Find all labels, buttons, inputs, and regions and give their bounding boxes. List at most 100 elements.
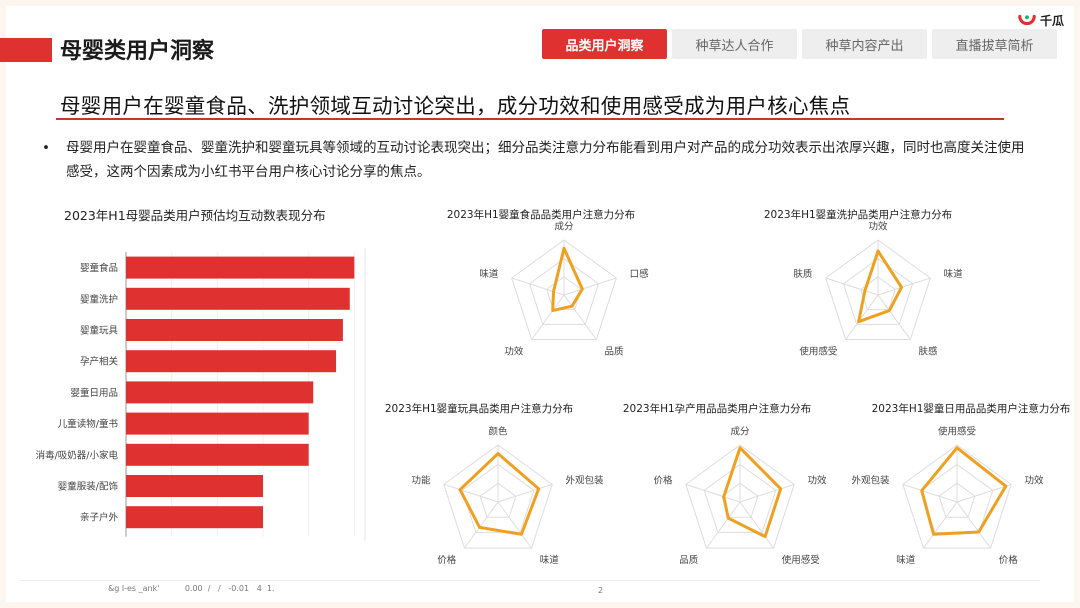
radar-spoke <box>563 294 597 340</box>
radar-chart-title: 2023年H1婴童玩具品类用户注意力分布 <box>385 402 573 415</box>
tab-live-stream-analysis[interactable]: 直播拔草简析 <box>932 29 1057 59</box>
bar-category-label: 亲子户外 <box>80 512 119 524</box>
radar-axis-label: 味道 <box>479 268 499 280</box>
bar-category-label: 婴童服装/配饰 <box>58 481 118 493</box>
radar-gridline <box>825 239 931 340</box>
tab-category-user-insight[interactable]: 品类用户洞察 <box>542 29 667 59</box>
radar-gridline <box>461 463 535 533</box>
radar-gridline <box>842 258 914 325</box>
bar-category-label: 婴童日用品 <box>70 387 118 399</box>
radar-axis-label: 成分 <box>554 221 574 233</box>
bar <box>126 443 309 466</box>
radar-spoke <box>685 483 741 503</box>
radar-series <box>722 446 783 539</box>
bar-chart: 婴童食品婴童洗护婴童玩具孕产相关婴童日用品儿童读物/童书消毒/吸奶器/小家电婴童… <box>36 248 366 541</box>
radar-axis-label: 肤质 <box>793 268 813 280</box>
radar-spoke <box>464 501 499 549</box>
radar-gridline <box>938 482 976 518</box>
bar-category-label: 婴童玩具 <box>80 325 119 337</box>
logo-text: 千瓜 <box>1039 13 1064 28</box>
radar-axis-label: 口感 <box>630 268 650 280</box>
radar-axis-label: 功效 <box>808 475 828 487</box>
radar-spoke <box>739 501 774 549</box>
radar-series <box>857 249 904 324</box>
radar-axis-label: 外观包装 <box>851 475 890 487</box>
bar-category-label: 消毒/吸奶器/小家电 <box>36 449 119 461</box>
radar-axis-label: 功效 <box>868 221 888 233</box>
tab-influencer-cooperation[interactable]: 种草达人合作 <box>672 29 797 59</box>
footer-source-text: &g l-es _ank' 0.00 / / -0.01 4 1. <box>108 584 275 593</box>
radar-chart-title: 2023年H1婴童食品品类用户注意力分布 <box>447 208 635 221</box>
radar-axis-label: 功效 <box>504 345 524 357</box>
summary-text: 母婴用户在婴童食品、婴童洗护和婴童玩具等领域的互动讨论表现突出；细分品类注意力分… <box>66 140 1025 180</box>
radar-axis-label: 肤感 <box>919 345 939 357</box>
page-number: 2 <box>598 586 604 595</box>
radar-gridline <box>528 258 600 325</box>
qiangua-logo-icon <box>1018 14 1036 26</box>
radar-spoke <box>706 501 741 549</box>
bar-category-label: 婴童洗护 <box>80 293 118 305</box>
bar <box>126 381 314 404</box>
radar-spoke <box>511 277 565 296</box>
radar-gridline <box>685 444 795 549</box>
radar-spoke <box>531 294 565 340</box>
radar-gridline <box>546 276 582 311</box>
radar-gridline <box>860 276 896 311</box>
radar-chart-title: 2023年H1婴童日用品品类用户注意力分布 <box>872 402 1071 415</box>
bar <box>126 475 263 497</box>
bar <box>126 506 263 529</box>
bar <box>126 256 355 279</box>
radar-spoke <box>563 277 617 296</box>
bar-chart-title: 2023年H1母婴品类用户预估均互动数表现分布 <box>64 208 326 223</box>
radar-axis-label: 使用感受 <box>799 345 837 357</box>
radar-spoke <box>497 483 553 503</box>
radar-gridline <box>443 444 553 549</box>
summary-bullet: • 母婴用户在婴童食品、婴童洗护和婴童玩具等领域的互动讨论表现突出；细分品类注意… <box>42 136 1032 184</box>
radar-spoke <box>902 483 958 503</box>
radar-chart-title: 2023年H1婴童洗护品类用户注意力分布 <box>764 208 952 221</box>
page-title: 母婴类用户洞察 <box>60 39 215 64</box>
section-tabs: 品类用户洞察 种草达人合作 种草内容产出 直播拔草简析 <box>542 29 1057 59</box>
radar-spoke <box>845 294 879 340</box>
radar-spoke <box>877 277 931 296</box>
bar-category-label: 儿童读物/童书 <box>58 418 119 430</box>
radar-spoke <box>923 501 958 549</box>
radar-charts: 2023年H1婴童食品品类用户注意力分布成分口感品质功效味道2023年H1婴童洗… <box>385 208 1071 566</box>
radar-spoke <box>956 501 991 549</box>
radar-axis-label: 品质 <box>605 345 625 357</box>
bullet-marker: • <box>42 140 50 156</box>
radar-gridline <box>902 444 1012 549</box>
radar-axis-label: 品质 <box>679 554 699 566</box>
radar-spoke <box>956 483 1012 503</box>
title-accent-bar <box>0 38 52 62</box>
radar-axis-label: 功效 <box>1025 475 1045 487</box>
radar-series <box>551 246 584 313</box>
bar <box>126 412 309 435</box>
bar-category-label: 婴童食品 <box>80 262 118 274</box>
radar-spoke <box>739 483 795 503</box>
radar-axis-label: 味道 <box>944 268 964 280</box>
radar-axis-label: 价格 <box>437 554 457 566</box>
radar-axis-label: 味道 <box>540 554 560 566</box>
radar-axis-label: 成分 <box>730 426 750 438</box>
bar <box>126 319 343 341</box>
radar-axis-label: 使用感受 <box>782 554 820 566</box>
brand-logo: 千瓜 <box>1018 11 1064 29</box>
radar-axis-label: 价格 <box>999 554 1019 566</box>
radar-axis-label: 功能 <box>411 475 431 487</box>
radar-chart-title: 2023年H1孕产用品品类用户注意力分布 <box>623 402 811 415</box>
bar <box>126 287 350 310</box>
radar-axis-label: 使用感受 <box>938 426 976 438</box>
bar-category-label: 孕产相关 <box>80 356 119 368</box>
radar-gridline <box>479 482 517 518</box>
radar-series <box>920 446 1008 536</box>
radar-spoke <box>825 277 879 296</box>
tab-content-output[interactable]: 种草内容产出 <box>802 29 927 59</box>
headline-underline <box>56 118 1004 120</box>
radar-axis-label: 价格 <box>653 475 673 487</box>
radar-spoke <box>443 483 499 503</box>
radar-gridline <box>703 463 777 533</box>
footer-divider <box>20 580 1040 581</box>
headline: 母婴用户在婴童食品、洗护领域互动讨论突出，成分功效和使用感受成为用户核心焦点 <box>60 94 851 118</box>
